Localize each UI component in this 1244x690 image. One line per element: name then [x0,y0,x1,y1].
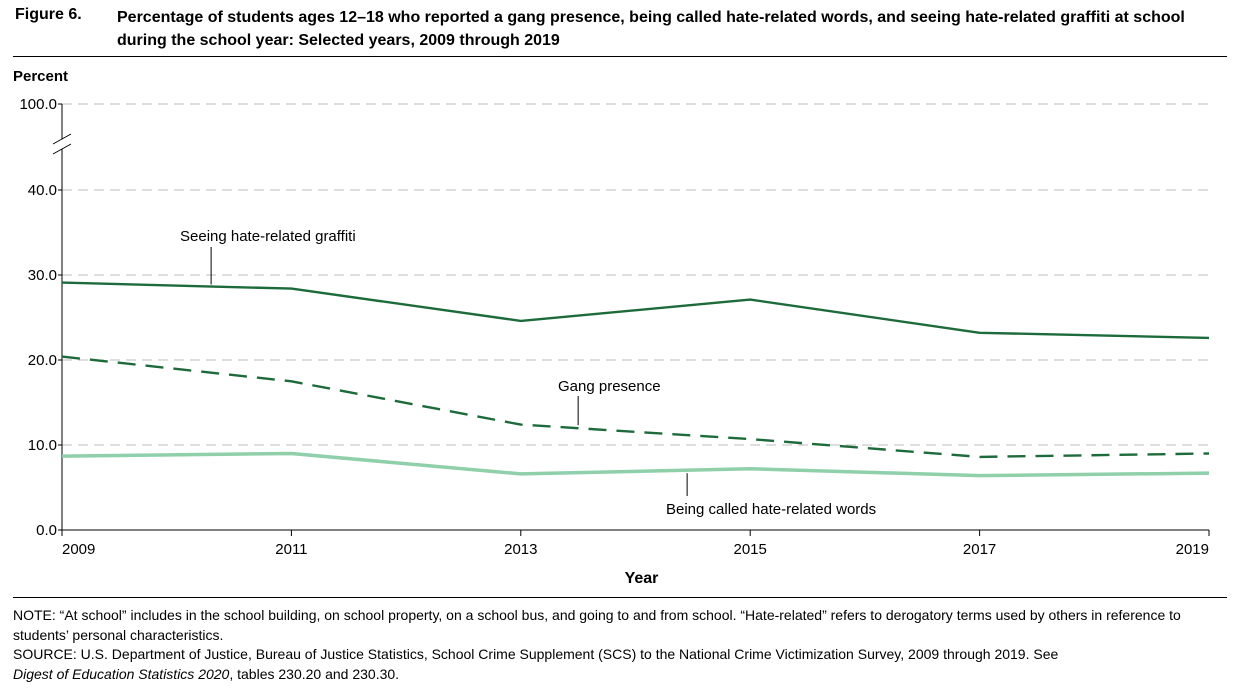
note-block: NOTE: “At school” includes in the school… [13,606,1233,684]
x-tick-label-2019: 2019 [1176,541,1209,558]
x-tick-label-2015: 2015 [734,541,767,558]
source-italic: Digest of Education Statistics 2020 [13,665,230,682]
x-tick-label-2017: 2017 [963,541,996,558]
y-tick-label-40.0: 40.0 [28,182,57,199]
series-label-hate-words: Being called hate-related words [666,501,876,518]
note-text: NOTE: “At school” includes in the school… [13,607,1181,643]
source-text: SOURCE: U.S. Department of Justice, Bure… [13,645,1233,684]
x-tick-label-2009: 2009 [62,541,95,558]
series-label-gang-presence: Gang presence [558,378,661,395]
y-tick-label-20.0: 20.0 [28,352,57,369]
y-tick-label-10.0: 10.0 [28,437,57,454]
series-line-gang-presence [61,355,1210,459]
bottom-rule [13,597,1227,598]
series-label-graffiti: Seeing hate-related graffiti [180,228,356,245]
figure-label: Figure 6. [15,6,82,23]
series-line-hate-words [61,451,1210,478]
source-main: SOURCE: U.S. Department of Justice, Bure… [13,646,1059,662]
x-tick-label-2011: 2011 [275,541,307,558]
x-tick-label-2013: 2013 [504,541,537,558]
y-tick-label-0.0: 0.0 [36,522,57,539]
series-line-graffiti [61,281,1210,340]
y-axis-title: Percent [13,68,68,85]
figure-title: Percentage of students ages 12–18 who re… [117,9,1185,49]
x-axis-title: Year [625,570,659,587]
y-tick-label-100.0: 100.0 [19,96,57,113]
axis-break-mark-1 [52,133,72,145]
chart: Percent 0.0 10.0 20.0 30.0 40.0 100.0 2009 2011 2… [13,68,1210,587]
top-rule [13,56,1227,57]
source-tail: , tables 230.20 and 230.30. [229,665,400,682]
axis-break-mark-2 [52,143,72,155]
y-tick-label-30.0: 30.0 [28,267,57,284]
